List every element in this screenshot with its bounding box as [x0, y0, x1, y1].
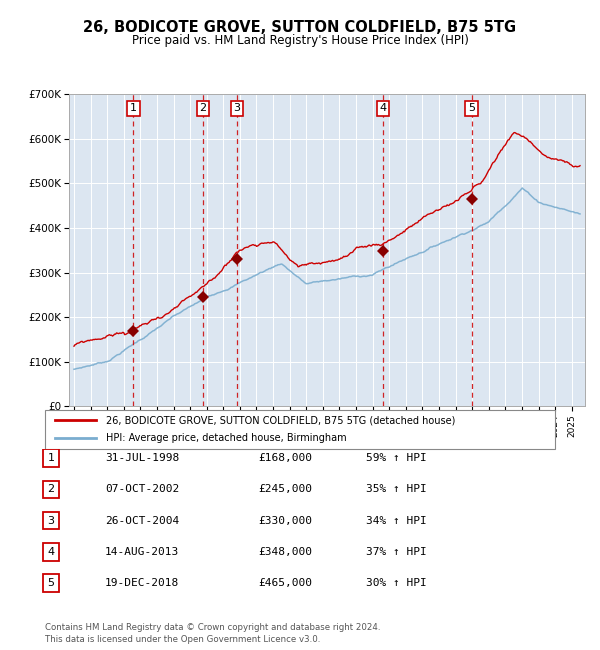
Text: 34% ↑ HPI: 34% ↑ HPI — [366, 515, 427, 526]
Text: 19-DEC-2018: 19-DEC-2018 — [105, 578, 179, 588]
Text: 1: 1 — [130, 103, 137, 113]
Text: 26, BODICOTE GROVE, SUTTON COLDFIELD, B75 5TG: 26, BODICOTE GROVE, SUTTON COLDFIELD, B7… — [83, 20, 517, 34]
Text: 26-OCT-2004: 26-OCT-2004 — [105, 515, 179, 526]
Text: 5: 5 — [468, 103, 475, 113]
Text: £348,000: £348,000 — [258, 547, 312, 557]
Text: 37% ↑ HPI: 37% ↑ HPI — [366, 547, 427, 557]
FancyBboxPatch shape — [45, 410, 555, 448]
Text: 30% ↑ HPI: 30% ↑ HPI — [366, 578, 427, 588]
Text: Price paid vs. HM Land Registry's House Price Index (HPI): Price paid vs. HM Land Registry's House … — [131, 34, 469, 47]
Text: 4: 4 — [47, 547, 55, 557]
Text: 59% ↑ HPI: 59% ↑ HPI — [366, 453, 427, 463]
Text: 26, BODICOTE GROVE, SUTTON COLDFIELD, B75 5TG (detached house): 26, BODICOTE GROVE, SUTTON COLDFIELD, B7… — [106, 415, 455, 425]
Text: 1: 1 — [47, 453, 55, 463]
Text: 14-AUG-2013: 14-AUG-2013 — [105, 547, 179, 557]
Text: £168,000: £168,000 — [258, 453, 312, 463]
FancyBboxPatch shape — [43, 575, 59, 592]
Text: HPI: Average price, detached house, Birmingham: HPI: Average price, detached house, Birm… — [106, 433, 347, 443]
FancyBboxPatch shape — [43, 450, 59, 467]
Text: 07-OCT-2002: 07-OCT-2002 — [105, 484, 179, 495]
Text: £330,000: £330,000 — [258, 515, 312, 526]
FancyBboxPatch shape — [43, 481, 59, 499]
Text: This data is licensed under the Open Government Licence v3.0.: This data is licensed under the Open Gov… — [45, 634, 320, 644]
Text: 35% ↑ HPI: 35% ↑ HPI — [366, 484, 427, 495]
FancyBboxPatch shape — [43, 543, 59, 560]
Text: 5: 5 — [47, 578, 55, 588]
Text: 3: 3 — [233, 103, 241, 113]
Text: 2: 2 — [199, 103, 206, 113]
Text: £245,000: £245,000 — [258, 484, 312, 495]
Text: £465,000: £465,000 — [258, 578, 312, 588]
Text: 4: 4 — [379, 103, 386, 113]
Text: 3: 3 — [47, 515, 55, 526]
Text: 31-JUL-1998: 31-JUL-1998 — [105, 453, 179, 463]
Text: 2: 2 — [47, 484, 55, 495]
Text: Contains HM Land Registry data © Crown copyright and database right 2024.: Contains HM Land Registry data © Crown c… — [45, 623, 380, 632]
FancyBboxPatch shape — [43, 512, 59, 529]
